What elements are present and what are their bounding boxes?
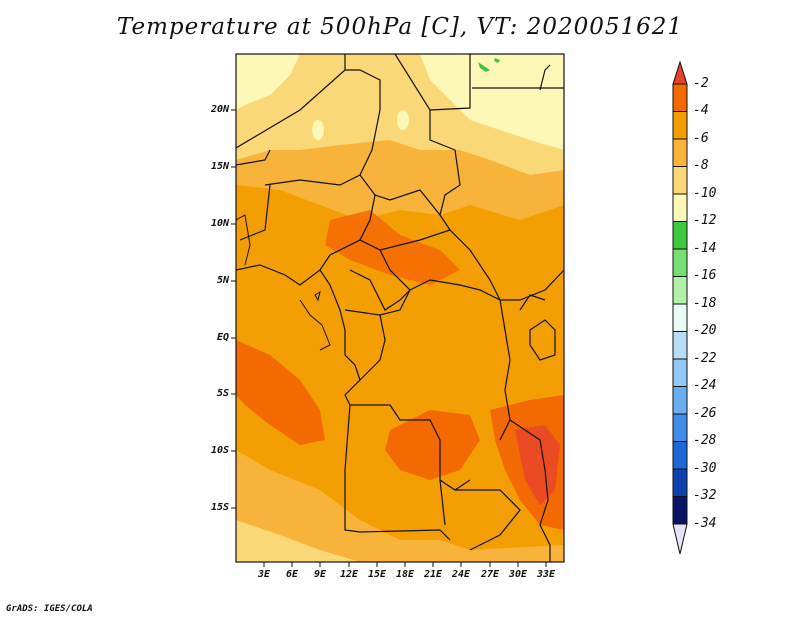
country-borders <box>236 54 564 562</box>
colorbar-box-7 <box>672 276 688 305</box>
field-green-patch-2 <box>494 58 500 63</box>
axis-ticks <box>231 109 547 567</box>
colorbar-bottom-triangle <box>672 523 688 555</box>
colorbar-box-12 <box>672 413 688 442</box>
lon-label-27e: 27E <box>480 569 500 580</box>
colorbar-box-9 <box>672 331 688 360</box>
colorbar-label: -26 <box>693 406 717 421</box>
colorbar-label: -6 <box>693 131 709 146</box>
lon-label-33e: 33E <box>536 569 556 580</box>
colorbar-label: -14 <box>693 241 717 256</box>
colorbar-box-14 <box>672 468 688 497</box>
lon-label-24e: 24E <box>451 569 471 580</box>
colorbar-label: -34 <box>693 516 717 531</box>
lat-label-5s: 5S <box>216 388 229 399</box>
lon-label-21e: 21E <box>423 569 443 580</box>
map-frame <box>235 53 565 563</box>
colorbar-label: -20 <box>693 323 717 338</box>
field-pale-spot-1 <box>312 120 324 140</box>
colorbar-label: -8 <box>693 158 709 173</box>
colorbar-top-triangle <box>672 60 688 85</box>
colorbar-box-15 <box>672 496 688 525</box>
map-title: Temperature at 500hPa [C], VT: 202005162… <box>116 14 684 40</box>
lat-label-20n: 20N <box>210 104 229 115</box>
colorbar-label: -16 <box>693 268 717 283</box>
lat-label-10n: 10N <box>210 218 229 229</box>
colorbar-box-1 <box>672 111 688 140</box>
colorbar-label: -12 <box>693 213 717 228</box>
colorbar <box>672 60 688 555</box>
colorbar-label: -4 <box>693 103 709 118</box>
colorbar-label: -24 <box>693 378 717 393</box>
colorbar-box-3 <box>672 166 688 195</box>
colorbar-box-4 <box>672 193 688 222</box>
lon-label-9e: 9E <box>313 569 327 580</box>
colorbar-label: -30 <box>693 461 717 476</box>
coastline <box>236 214 331 351</box>
colorbar-label: -18 <box>693 296 717 311</box>
colorbar-label: -2 <box>693 76 709 91</box>
field-south-light <box>236 520 360 562</box>
colorbar-label: -10 <box>693 186 717 201</box>
colorbar-box-13 <box>672 441 688 470</box>
temperature-field <box>236 54 564 562</box>
field-warm-central <box>325 210 460 285</box>
lat-label-eq: EQ <box>216 332 229 343</box>
field-north-pale <box>420 54 564 150</box>
lat-label-15s: 15S <box>210 502 229 513</box>
field-pale-spot-2 <box>397 110 409 130</box>
lon-label-30e: 30E <box>508 569 528 580</box>
lat-label-10s: 10S <box>210 445 229 456</box>
lat-label-5n: 5N <box>216 275 229 286</box>
field-south-mid <box>236 450 564 562</box>
grads-credit: GrADS: IGES/COLA <box>6 604 93 614</box>
lon-label-18e: 18E <box>395 569 415 580</box>
colorbar-box-5 <box>672 221 688 250</box>
colorbar-box-11 <box>672 386 688 415</box>
colorbar-box-6 <box>672 248 688 277</box>
colorbar-label: -28 <box>693 433 717 448</box>
lat-label-15n: 15N <box>210 161 229 172</box>
lon-label-3e: 3E <box>257 569 271 580</box>
colorbar-box-2 <box>672 138 688 167</box>
colorbar-label: -22 <box>693 351 717 366</box>
lon-label-15e: 15E <box>367 569 387 580</box>
lon-label-12e: 12E <box>339 569 359 580</box>
colorbar-box-8 <box>672 303 688 332</box>
field-green-patch <box>478 62 490 72</box>
field-nw-pale <box>236 54 300 110</box>
field-hot-se <box>515 425 560 505</box>
colorbar-label: -32 <box>693 488 717 503</box>
field-warm-south <box>385 410 480 480</box>
colorbar-box-10 <box>672 358 688 387</box>
lon-label-6e: 6E <box>285 569 299 580</box>
colorbar-box-0 <box>672 83 688 112</box>
field-warm-sw <box>236 340 325 445</box>
